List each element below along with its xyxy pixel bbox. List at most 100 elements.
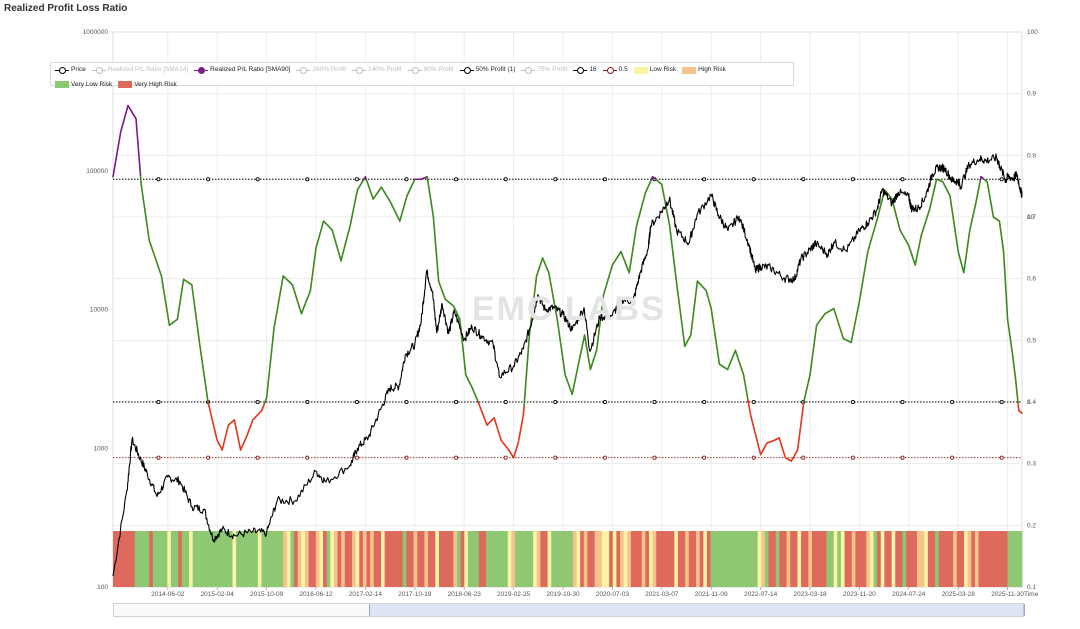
risk-band-segment: [261, 531, 266, 587]
pl-ratio-segment: [852, 326, 856, 333]
risk-band-segment: [265, 531, 270, 587]
pl-ratio-segment: [426, 175, 429, 183]
risk-band-segment: [656, 531, 661, 587]
legend[interactable]: Price Realized P/L Ratio [SMA14] Realized …: [50, 62, 794, 88]
time-axis-label: Time: [1024, 591, 1039, 598]
risk-band-segment: [294, 531, 299, 587]
reference-marker: [850, 455, 855, 460]
right-tick-label: 0.5: [1027, 337, 1036, 344]
pl-ratio-segment: [557, 325, 561, 334]
pl-ratio-segment: [141, 190, 144, 200]
risk-band-segment: [366, 531, 371, 587]
pl-ratio-segment: [667, 219, 671, 227]
risk-band-segment: [746, 531, 751, 587]
legend-label: Realized P/L Ratio [SMA90]: [210, 66, 291, 73]
risk-band-segment: [301, 531, 306, 587]
risk-band-segment: [123, 531, 128, 587]
legend-item-50-profit-1[interactable]: 50% Profit (1): [459, 64, 515, 76]
risk-band-segment: [609, 531, 614, 587]
pl-ratio-segment: [147, 232, 150, 241]
pl-ratio-segment: [207, 401, 210, 408]
pl-ratio-segment: [634, 224, 638, 233]
legend-item-90-profit[interactable]: 90% Profit: [407, 64, 454, 76]
reference-marker: [206, 455, 211, 460]
legend-item-low-risk[interactable]: Low Risk: [633, 64, 677, 76]
risk-band-segment: [692, 531, 697, 587]
risk-band-segment: [605, 531, 610, 587]
risk-band-segment: [283, 531, 288, 587]
pl-ratio-segment: [714, 335, 718, 345]
legend-marker-icon: [300, 66, 308, 74]
risk-band-segment: [906, 531, 911, 587]
pl-ratio-segment: [463, 360, 466, 369]
legend-item-75-profit[interactable]: 75% Profit: [521, 64, 567, 76]
risk-band-segment: [214, 531, 219, 587]
pl-ratio-segment: [856, 305, 860, 313]
legend-item-very-high-risk[interactable]: Very High Risk: [118, 79, 177, 91]
pl-ratio-segment: [859, 288, 863, 296]
risk-band-segment: [380, 531, 386, 587]
pl-ratio-segment: [952, 216, 955, 225]
legend-label: Low Risk: [649, 66, 677, 73]
pl-ratio-segment: [136, 134, 139, 145]
pl-ratio-segment: [950, 202, 953, 211]
reference-marker: [503, 455, 508, 460]
pl-ratio-segment: [140, 183, 143, 193]
legend-item-price[interactable]: Price: [55, 64, 86, 76]
time-navigator[interactable]: [113, 603, 1025, 617]
pl-ratio-segment: [965, 245, 969, 253]
pl-ratio-segment: [798, 431, 801, 439]
reference-marker: [156, 455, 161, 460]
risk-band-segment: [989, 531, 994, 587]
risk-band-segment: [601, 531, 606, 587]
legend-marker-icon: [577, 66, 585, 74]
pl-ratio-segment: [161, 281, 165, 290]
pl-ratio-segment: [310, 273, 314, 281]
pl-ratio-segment: [742, 374, 746, 381]
risk-band-segment: [688, 531, 693, 587]
navigator-window[interactable]: [369, 604, 1025, 616]
pl-ratio-segment: [1005, 293, 1008, 304]
pl-ratio-segment: [272, 327, 275, 338]
legend-item-260-profit[interactable]: 260% Profit: [296, 64, 346, 76]
pl-ratio-segment: [812, 343, 815, 351]
legend-item-very-low-risk[interactable]: Very Low Risk: [55, 79, 112, 91]
pl-ratio-segment: [200, 352, 203, 362]
legend-item-realized-p-l-ratio-sma90[interactable]: Realized P/L Ratio [SMA90]: [194, 64, 290, 76]
pl-ratio-segment: [695, 280, 699, 289]
x-tick-label: 2017-10-19: [398, 591, 432, 598]
pl-ratio-segment: [746, 394, 749, 401]
risk-band-segment: [768, 531, 773, 587]
legend-item-0-5[interactable]: 0.5: [602, 64, 628, 76]
risk-band-segment: [797, 531, 802, 587]
pl-ratio-segment: [666, 214, 670, 222]
legend-item-realized-p-l-ratio-sma14[interactable]: Realized P/L Ratio [SMA14]: [91, 64, 188, 76]
pl-ratio-segment: [679, 313, 683, 324]
pl-ratio-segment: [528, 326, 532, 336]
risk-band-segment: [533, 531, 538, 587]
risk-band-segment: [801, 531, 806, 587]
risk-band-segment: [518, 531, 523, 587]
pl-ratio-segment: [278, 288, 282, 297]
risk-band-segment: [862, 531, 867, 587]
pl-ratio-segment: [629, 260, 632, 268]
risk-band-segment: [167, 531, 172, 587]
pl-ratio-segment: [691, 314, 695, 323]
risk-band-segment: [131, 531, 136, 587]
x-tick-label: 2015-10-09: [250, 591, 284, 598]
reference-marker: [553, 177, 558, 182]
risk-band-segment: [312, 531, 317, 587]
legend-item-high-risk[interactable]: High Risk: [682, 64, 726, 76]
pl-ratio-segment: [966, 239, 970, 247]
risk-band-segment: [428, 531, 433, 587]
risk-band-segment: [873, 531, 878, 587]
reference-marker: [404, 177, 409, 182]
legend-item-140-profit[interactable]: 140% Profit: [352, 64, 402, 76]
risk-band-segment: [391, 531, 396, 587]
pl-ratio-segment: [663, 199, 667, 206]
pl-ratio-segment: [266, 379, 270, 391]
risk-band-segment: [985, 531, 990, 587]
chart-canvas[interactable]: 1000000 100000 10000 1000 100 100 0.9 0.8 0.7 0.6…: [0, 18, 1080, 629]
risk-band-segment: [1000, 531, 1005, 587]
legend-item-16[interactable]: 16: [573, 64, 597, 76]
